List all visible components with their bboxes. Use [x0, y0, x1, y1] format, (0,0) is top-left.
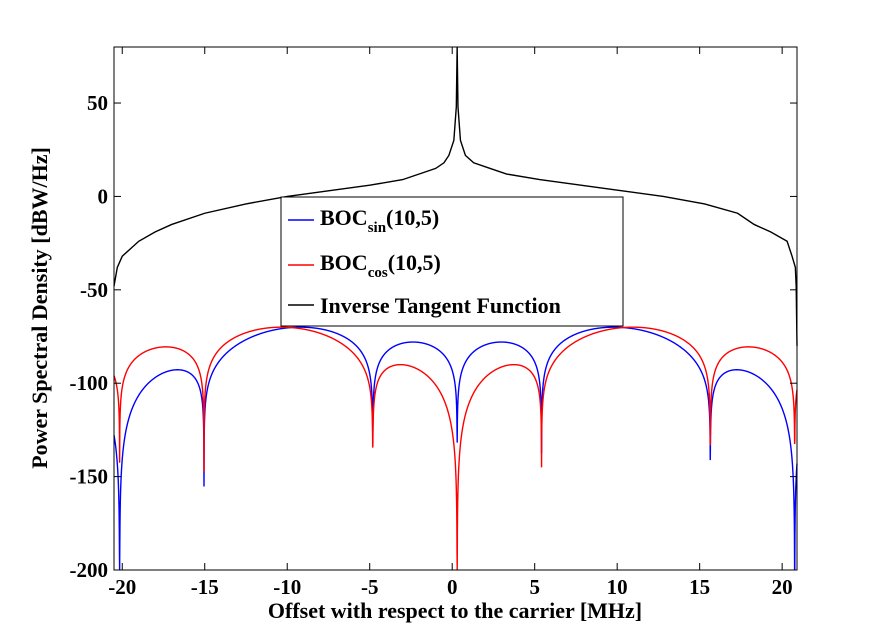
series-layer: [113, 46, 798, 571]
x-tick-label: -15: [191, 575, 219, 599]
x-tick-label: 20: [772, 575, 793, 599]
x-tick-label: -20: [108, 575, 136, 599]
y-tick-label: -150: [70, 465, 109, 489]
x-tick-label: -10: [273, 575, 301, 599]
y-tick-label: -200: [70, 558, 109, 582]
y-axis-title: Power Spectral Density [dBW/Hz]: [27, 147, 52, 469]
legend-label-inverse-tangent: Inverse Tangent Function: [320, 293, 561, 318]
y-tick-label: 0: [98, 184, 109, 208]
x-axis-title: Offset with respect to the carrier [MHz]: [268, 598, 642, 623]
legend-label-bocsin: BOCsin(10,5): [320, 205, 439, 236]
x-tick-label: 5: [529, 575, 540, 599]
legend-box: [280, 196, 624, 327]
y-tick-label: -50: [80, 278, 108, 302]
series-line-boccos: [113, 326, 798, 571]
y-tick-label: 50: [87, 91, 108, 115]
series-line-bocsin: [113, 326, 798, 571]
series-line-inverse-tangent: [113, 46, 798, 346]
legend: BOCsin(10,5) BOCcos(10,5) Inverse Tangen…: [280, 196, 624, 327]
x-tick-label: 15: [689, 575, 710, 599]
legend-label-boccos: BOCcos(10,5): [320, 250, 441, 281]
x-tick-label: 0: [447, 575, 458, 599]
plot-frame: [113, 46, 798, 571]
x-tick-label: -5: [361, 575, 379, 599]
x-tick-label: 10: [607, 575, 628, 599]
y-tick-label: -100: [70, 371, 109, 395]
